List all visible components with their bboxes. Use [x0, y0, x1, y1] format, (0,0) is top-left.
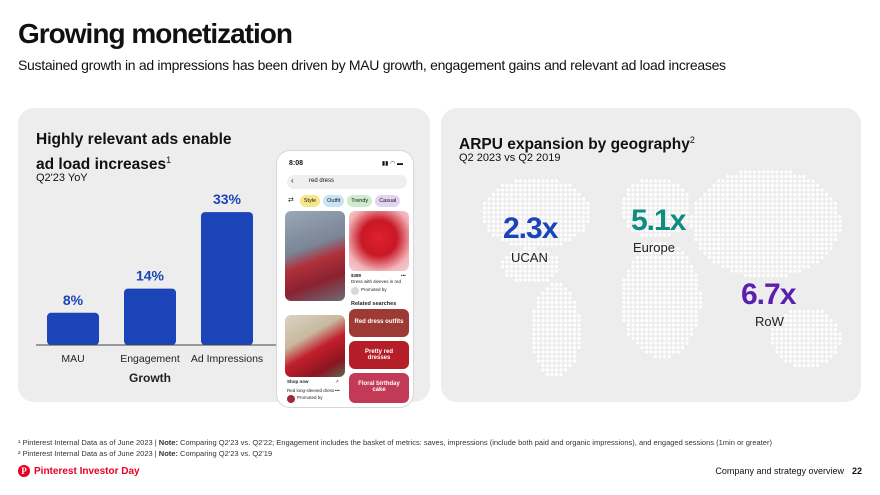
bar-ad-impressions — [201, 212, 253, 345]
card-title-line1: Highly relevant ads enable — [36, 131, 232, 148]
advertiser-avatar — [287, 395, 295, 403]
filter-chips: ⇄ Style Outfit Trendy Casual — [285, 195, 401, 207]
related-search-label-2: Pretty red dresses — [364, 349, 393, 361]
phone-time: 8:08 — [289, 160, 304, 167]
chip-trendy[interactable]: Trendy — [347, 195, 373, 207]
stat-row-value: 6.7x — [741, 278, 796, 311]
arrow-icon[interactable]: ↗ — [335, 379, 339, 384]
promoted-by: Promoted by — [361, 287, 387, 292]
stat-europe-value: 5.1x — [631, 204, 686, 237]
x-axis-label: Growth — [129, 371, 171, 385]
arpu-card-subtitle: Q2 2023 vs Q2 2019 — [459, 152, 561, 164]
section-name: Company and strategy overview — [715, 466, 844, 476]
data-label: 14% — [136, 268, 165, 284]
related-search-label-3: Floral birthday cake — [358, 381, 400, 393]
card-title-line2: ad load increases — [36, 156, 167, 174]
filter-icon[interactable]: ⇄ — [288, 197, 294, 204]
stat-ucan-label: UCAN — [511, 250, 548, 265]
ad-load-card-title: Highly relevant ads enable ad load incre… — [36, 130, 232, 175]
footnote-1: ¹ Pinterest Internal Data as of June 202… — [18, 438, 772, 447]
data-label: 8% — [63, 292, 84, 308]
promoted-by-2: Promoted by — [297, 395, 323, 400]
stat-europe-label: Europe — [633, 240, 675, 255]
arpu-card-title: ARPU expansion by geography2 — [459, 130, 695, 155]
tick-label: Ad Impressions — [191, 353, 263, 365]
product-price: $389 — [351, 273, 362, 278]
pin-image-red-dress-twirl[interactable] — [285, 315, 345, 377]
phone-mockup: 8:08 ▮▮ ◠ ▬ red dress ‹ ⇄ Style Outfit T… — [276, 150, 414, 408]
phone-search-bar[interactable]: red dress — [287, 175, 407, 189]
brand: P Pinterest Investor Day — [18, 465, 140, 477]
map-dot-grid — [482, 170, 842, 377]
related-search-tile-2[interactable] — [349, 341, 409, 369]
stat-ucan-value: 2.3x — [503, 212, 558, 245]
pin-image-red-dress-street[interactable] — [285, 211, 345, 301]
advertiser-avatar — [351, 287, 359, 295]
related-searches-title: Related searches — [351, 301, 397, 307]
related-search-tile-1[interactable] — [349, 309, 409, 337]
footnote-1-post: Comparing Q2'23 vs. Q2'22; Engagement in… — [177, 438, 772, 447]
bar-mau — [47, 312, 99, 345]
page-title: Growing monetization — [18, 18, 293, 49]
footnote-1-pre: ¹ Pinterest Internal Data as of June 202… — [18, 438, 159, 447]
page-subtitle: Sustained growth in ad impressions has b… — [18, 57, 726, 73]
related-search-tile-3[interactable] — [349, 373, 409, 403]
footnote-2: ² Pinterest Internal Data as of June 202… — [18, 449, 272, 458]
status-icons: ▮▮ ◠ ▬ — [381, 161, 403, 167]
pinterest-logo-icon: P — [18, 465, 30, 477]
page-number: 22 — [851, 466, 862, 476]
more-icon[interactable]: ••• — [401, 273, 406, 278]
growth-bar-chart: 8% MAU 14% Engagement 33% Ad Impressions Growt… — [36, 191, 276, 385]
bar-engagement — [124, 288, 176, 345]
world-map-dots — [482, 170, 842, 377]
stat-row-label: RoW — [755, 314, 784, 329]
shop-now-label[interactable]: Shop now — [287, 379, 309, 384]
footnote-2-pre: ² Pinterest Internal Data as of June 202… — [18, 449, 159, 458]
footnote-ref: 1 — [166, 155, 172, 165]
data-label: 33% — [213, 191, 242, 207]
arpu-card: ARPU expansion by geography2 Q2 2023 vs … — [441, 108, 861, 402]
ad-load-card-subtitle: Q2'23 YoY — [36, 172, 88, 184]
tick-label: Engagement — [120, 353, 180, 365]
footnote-ref: 2 — [689, 135, 695, 145]
arpu-title-text: ARPU expansion by geography — [459, 136, 690, 154]
chip-style[interactable]: Style — [299, 195, 321, 207]
more-icon[interactable]: ••• — [335, 388, 340, 393]
chip-casual[interactable]: Casual — [375, 195, 401, 207]
brand-name: Pinterest Investor Day — [34, 465, 140, 477]
related-search-label-1: Red dress outfits — [354, 319, 404, 325]
chip-outfit[interactable]: Outfit — [323, 195, 345, 207]
footnote-2-post: Comparing Q2'23 vs. Q2'19 — [177, 449, 273, 458]
shop-desc: Red long-sleeved dress — [287, 388, 335, 393]
product-desc: Dress with sleeves in red — [351, 279, 402, 284]
tick-label: MAU — [61, 353, 84, 365]
footer-section: Company and strategy overview 22 — [715, 466, 862, 476]
pin-image-red-dress-product[interactable] — [349, 211, 409, 271]
chevron-left-icon[interactable]: ‹ — [291, 176, 294, 185]
footnote-2-bold: Note: — [158, 449, 178, 458]
footnote-1-bold: Note: — [158, 438, 178, 447]
